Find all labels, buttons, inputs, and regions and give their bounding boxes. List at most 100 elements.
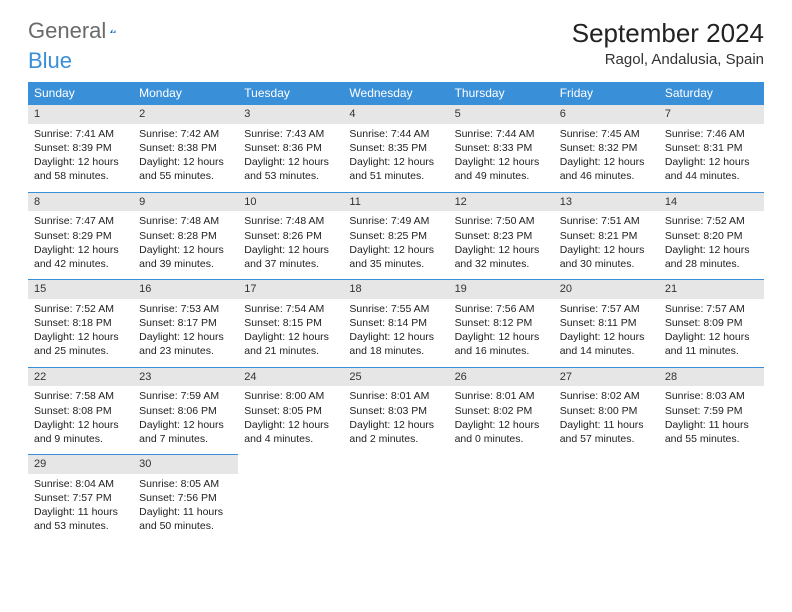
calendar-day-cell: 2Sunrise: 7:42 AMSunset: 8:38 PMDaylight… xyxy=(133,105,238,193)
calendar-day-cell: 22Sunrise: 7:58 AMSunset: 8:08 PMDayligh… xyxy=(28,367,133,455)
logo-text-blue: Blue xyxy=(28,48,764,74)
calendar-week-row: 15Sunrise: 7:52 AMSunset: 8:18 PMDayligh… xyxy=(28,280,764,368)
day-body: Sunrise: 7:48 AMSunset: 8:28 PMDaylight:… xyxy=(133,211,238,279)
day-body: Sunrise: 7:44 AMSunset: 8:33 PMDaylight:… xyxy=(449,124,554,192)
calendar-day-cell xyxy=(343,455,448,542)
calendar-day-cell: 25Sunrise: 8:01 AMSunset: 8:03 PMDayligh… xyxy=(343,367,448,455)
day-body: Sunrise: 7:59 AMSunset: 8:06 PMDaylight:… xyxy=(133,386,238,454)
day-number: 18 xyxy=(343,280,448,299)
day-body: Sunrise: 7:46 AMSunset: 8:31 PMDaylight:… xyxy=(659,124,764,192)
logo-text-gray: General xyxy=(28,18,106,44)
calendar-day-cell: 11Sunrise: 7:49 AMSunset: 8:25 PMDayligh… xyxy=(343,192,448,280)
calendar-day-cell: 29Sunrise: 8:04 AMSunset: 7:57 PMDayligh… xyxy=(28,455,133,542)
day-number: 30 xyxy=(133,455,238,474)
calendar-day-cell: 24Sunrise: 8:00 AMSunset: 8:05 PMDayligh… xyxy=(238,367,343,455)
calendar-day-cell: 3Sunrise: 7:43 AMSunset: 8:36 PMDaylight… xyxy=(238,105,343,193)
day-body: Sunrise: 7:58 AMSunset: 8:08 PMDaylight:… xyxy=(28,386,133,454)
calendar-day-cell: 7Sunrise: 7:46 AMSunset: 8:31 PMDaylight… xyxy=(659,105,764,193)
calendar-day-cell: 26Sunrise: 8:01 AMSunset: 8:02 PMDayligh… xyxy=(449,367,554,455)
calendar-week-row: 8Sunrise: 7:47 AMSunset: 8:29 PMDaylight… xyxy=(28,192,764,280)
weekday-header: Thursday xyxy=(449,82,554,105)
day-body: Sunrise: 7:52 AMSunset: 8:18 PMDaylight:… xyxy=(28,299,133,367)
day-number: 23 xyxy=(133,368,238,387)
weekday-header: Friday xyxy=(554,82,659,105)
day-body: Sunrise: 7:45 AMSunset: 8:32 PMDaylight:… xyxy=(554,124,659,192)
weekday-header-row: SundayMondayTuesdayWednesdayThursdayFrid… xyxy=(28,82,764,105)
day-body: Sunrise: 7:47 AMSunset: 8:29 PMDaylight:… xyxy=(28,211,133,279)
calendar-day-cell: 5Sunrise: 7:44 AMSunset: 8:33 PMDaylight… xyxy=(449,105,554,193)
calendar-day-cell: 14Sunrise: 7:52 AMSunset: 8:20 PMDayligh… xyxy=(659,192,764,280)
calendar-day-cell xyxy=(449,455,554,542)
day-number: 28 xyxy=(659,368,764,387)
calendar-day-cell: 9Sunrise: 7:48 AMSunset: 8:28 PMDaylight… xyxy=(133,192,238,280)
calendar-day-cell: 18Sunrise: 7:55 AMSunset: 8:14 PMDayligh… xyxy=(343,280,448,368)
day-number: 10 xyxy=(238,193,343,212)
day-body: Sunrise: 7:42 AMSunset: 8:38 PMDaylight:… xyxy=(133,124,238,192)
day-number: 1 xyxy=(28,105,133,124)
weekday-header: Sunday xyxy=(28,82,133,105)
calendar-day-cell: 13Sunrise: 7:51 AMSunset: 8:21 PMDayligh… xyxy=(554,192,659,280)
calendar-day-cell xyxy=(554,455,659,542)
day-body: Sunrise: 7:43 AMSunset: 8:36 PMDaylight:… xyxy=(238,124,343,192)
calendar-day-cell: 10Sunrise: 7:48 AMSunset: 8:26 PMDayligh… xyxy=(238,192,343,280)
calendar-day-cell: 19Sunrise: 7:56 AMSunset: 8:12 PMDayligh… xyxy=(449,280,554,368)
calendar-day-cell: 17Sunrise: 7:54 AMSunset: 8:15 PMDayligh… xyxy=(238,280,343,368)
calendar-table: SundayMondayTuesdayWednesdayThursdayFrid… xyxy=(28,82,764,542)
weekday-header: Tuesday xyxy=(238,82,343,105)
day-number: 26 xyxy=(449,368,554,387)
day-body: Sunrise: 7:41 AMSunset: 8:39 PMDaylight:… xyxy=(28,124,133,192)
day-number: 12 xyxy=(449,193,554,212)
day-body: Sunrise: 7:44 AMSunset: 8:35 PMDaylight:… xyxy=(343,124,448,192)
weekday-header: Wednesday xyxy=(343,82,448,105)
day-body: Sunrise: 8:04 AMSunset: 7:57 PMDaylight:… xyxy=(28,474,133,542)
day-number: 9 xyxy=(133,193,238,212)
calendar-week-row: 29Sunrise: 8:04 AMSunset: 7:57 PMDayligh… xyxy=(28,455,764,542)
calendar-body: 1Sunrise: 7:41 AMSunset: 8:39 PMDaylight… xyxy=(28,105,764,542)
day-body: Sunrise: 7:53 AMSunset: 8:17 PMDaylight:… xyxy=(133,299,238,367)
calendar-day-cell: 16Sunrise: 7:53 AMSunset: 8:17 PMDayligh… xyxy=(133,280,238,368)
day-body: Sunrise: 8:01 AMSunset: 8:03 PMDaylight:… xyxy=(343,386,448,454)
day-number: 3 xyxy=(238,105,343,124)
calendar-day-cell: 1Sunrise: 7:41 AMSunset: 8:39 PMDaylight… xyxy=(28,105,133,193)
day-body: Sunrise: 7:56 AMSunset: 8:12 PMDaylight:… xyxy=(449,299,554,367)
day-body: Sunrise: 7:51 AMSunset: 8:21 PMDaylight:… xyxy=(554,211,659,279)
day-number: 17 xyxy=(238,280,343,299)
day-number: 15 xyxy=(28,280,133,299)
day-number: 16 xyxy=(133,280,238,299)
day-number: 24 xyxy=(238,368,343,387)
day-body: Sunrise: 7:54 AMSunset: 8:15 PMDaylight:… xyxy=(238,299,343,367)
day-body: Sunrise: 7:48 AMSunset: 8:26 PMDaylight:… xyxy=(238,211,343,279)
day-number: 5 xyxy=(449,105,554,124)
calendar-day-cell: 21Sunrise: 7:57 AMSunset: 8:09 PMDayligh… xyxy=(659,280,764,368)
day-body: Sunrise: 8:05 AMSunset: 7:56 PMDaylight:… xyxy=(133,474,238,542)
calendar-week-row: 1Sunrise: 7:41 AMSunset: 8:39 PMDaylight… xyxy=(28,105,764,193)
day-body: Sunrise: 8:00 AMSunset: 8:05 PMDaylight:… xyxy=(238,386,343,454)
calendar-day-cell: 30Sunrise: 8:05 AMSunset: 7:56 PMDayligh… xyxy=(133,455,238,542)
day-body: Sunrise: 7:49 AMSunset: 8:25 PMDaylight:… xyxy=(343,211,448,279)
calendar-day-cell: 27Sunrise: 8:02 AMSunset: 8:00 PMDayligh… xyxy=(554,367,659,455)
calendar-day-cell: 15Sunrise: 7:52 AMSunset: 8:18 PMDayligh… xyxy=(28,280,133,368)
calendar-day-cell xyxy=(659,455,764,542)
calendar-day-cell: 4Sunrise: 7:44 AMSunset: 8:35 PMDaylight… xyxy=(343,105,448,193)
day-number: 11 xyxy=(343,193,448,212)
day-body: Sunrise: 8:03 AMSunset: 7:59 PMDaylight:… xyxy=(659,386,764,454)
calendar-day-cell: 6Sunrise: 7:45 AMSunset: 8:32 PMDaylight… xyxy=(554,105,659,193)
day-body: Sunrise: 7:50 AMSunset: 8:23 PMDaylight:… xyxy=(449,211,554,279)
logo: General xyxy=(28,18,140,44)
calendar-day-cell: 12Sunrise: 7:50 AMSunset: 8:23 PMDayligh… xyxy=(449,192,554,280)
calendar-day-cell: 20Sunrise: 7:57 AMSunset: 8:11 PMDayligh… xyxy=(554,280,659,368)
day-number: 20 xyxy=(554,280,659,299)
day-number: 22 xyxy=(28,368,133,387)
calendar-week-row: 22Sunrise: 7:58 AMSunset: 8:08 PMDayligh… xyxy=(28,367,764,455)
day-number: 14 xyxy=(659,193,764,212)
day-body: Sunrise: 8:01 AMSunset: 8:02 PMDaylight:… xyxy=(449,386,554,454)
day-body: Sunrise: 7:55 AMSunset: 8:14 PMDaylight:… xyxy=(343,299,448,367)
calendar-day-cell: 28Sunrise: 8:03 AMSunset: 7:59 PMDayligh… xyxy=(659,367,764,455)
day-number: 25 xyxy=(343,368,448,387)
calendar-day-cell: 8Sunrise: 7:47 AMSunset: 8:29 PMDaylight… xyxy=(28,192,133,280)
day-number: 13 xyxy=(554,193,659,212)
day-number: 4 xyxy=(343,105,448,124)
day-number: 2 xyxy=(133,105,238,124)
month-title: September 2024 xyxy=(572,18,764,49)
day-body: Sunrise: 8:02 AMSunset: 8:00 PMDaylight:… xyxy=(554,386,659,454)
